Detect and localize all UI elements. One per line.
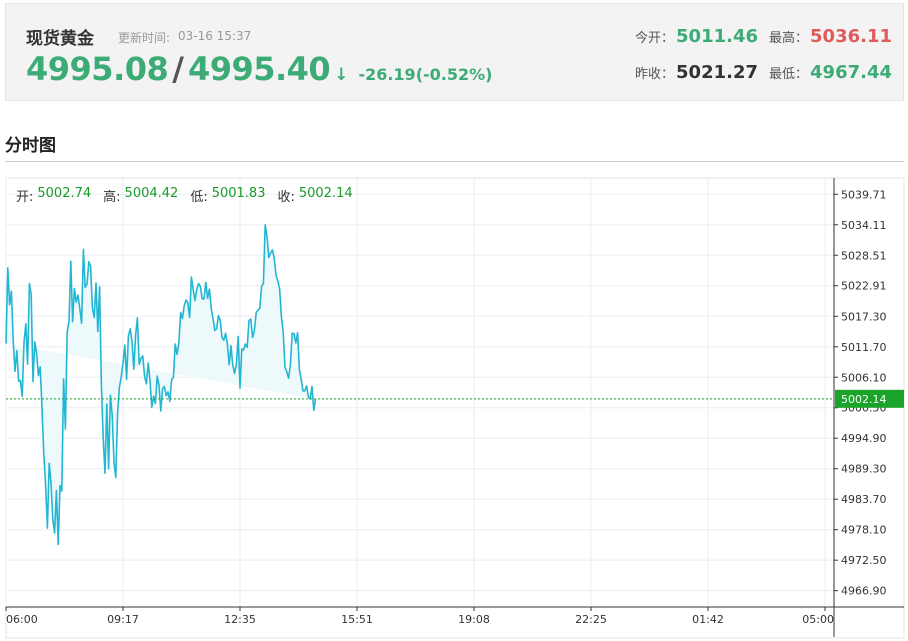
ohlc-open-value: 5002.74 (37, 186, 92, 201)
x-tick-label: 22:25 (575, 613, 607, 626)
stat-prev-close-value: 5021.27 (676, 62, 758, 83)
y-tick-label: 4994.90 (841, 432, 887, 445)
y-tick-label: 5034.11 (841, 219, 887, 232)
section-divider (5, 161, 904, 162)
y-tick-label: 4966.90 (841, 585, 887, 598)
bid-price: 4995.08 (26, 50, 169, 88)
x-tick-label: 05:00 (802, 613, 834, 626)
x-tick-label: 09:17 (107, 613, 139, 626)
price-change: -26.19(-0.52%) (358, 65, 493, 84)
y-tick-label: 4989.30 (841, 463, 887, 476)
ohlc-open-label: 开: (16, 190, 34, 205)
y-tick-label: 4983.70 (841, 493, 887, 506)
down-arrow-icon: ↓ (334, 65, 349, 85)
current-price-label: 5002.14 (841, 393, 887, 406)
update-time: 03-16 15:37 (178, 29, 252, 43)
stat-prev-close-label: 昨收： (635, 67, 675, 82)
y-tick-label: 4978.10 (841, 524, 887, 537)
stat-low: 最低： 4967.44 (769, 62, 892, 83)
x-tick-label: 06:00 (6, 613, 38, 626)
stat-open-label: 今开： (635, 31, 675, 46)
x-tick-label: 12:35 (224, 613, 256, 626)
ohlc-low-value: 5001.83 (211, 186, 266, 201)
ohlc-close-label: 收: (277, 190, 295, 205)
stat-open: 今开： 5011.46 (635, 26, 758, 47)
current-price-tag (835, 389, 904, 408)
ohlc-high-value: 5004.42 (124, 186, 179, 201)
stat-high-value: 5036.11 (810, 26, 892, 47)
price-separator: / (172, 50, 184, 88)
stat-low-label: 最低： (769, 67, 809, 82)
y-tick-label: 5006.10 (841, 371, 887, 384)
y-tick-label: 5011.70 (841, 341, 887, 354)
stat-high: 最高： 5036.11 (769, 26, 892, 47)
section-title: 分时图 (5, 136, 56, 156)
y-tick-label: 4972.50 (841, 554, 887, 567)
y-tick-label: 5039.71 (841, 188, 887, 201)
x-tick-label: 19:08 (458, 613, 490, 626)
update-time-label: 更新时间: (118, 31, 171, 45)
x-tick-label: 15:51 (341, 613, 373, 626)
stat-high-label: 最高： (769, 31, 809, 46)
ohlc-readout: 开: 5002.74 高: 5004.42 低: 5001.83 收: 5002… (16, 186, 361, 205)
price-area (6, 224, 316, 545)
stat-open-value: 5011.46 (676, 26, 758, 47)
ask-price: 4995.40 (187, 50, 331, 88)
price-row: 4995.08 / 4995.40 ↓ -26.19(-0.52%) (26, 50, 492, 94)
ohlc-close-value: 5002.14 (298, 186, 353, 201)
y-tick-label: 5028.51 (841, 249, 887, 262)
ohlc-low-label: 低: (190, 190, 208, 205)
y-tick-label: 5022.91 (841, 280, 887, 293)
stat-low-value: 4967.44 (810, 62, 892, 83)
y-tick-label: 5017.30 (841, 310, 887, 323)
stat-prev-close: 昨收： 5021.27 (635, 62, 758, 83)
quote-panel: 现货黄金 更新时间: 03-16 15:37 4995.08 / 4995.40… (5, 3, 904, 101)
ohlc-high-label: 高: (103, 190, 121, 205)
price-line (5, 224, 317, 546)
instrument-name: 现货黄金 (26, 29, 94, 49)
x-tick-label: 01:42 (692, 613, 724, 626)
